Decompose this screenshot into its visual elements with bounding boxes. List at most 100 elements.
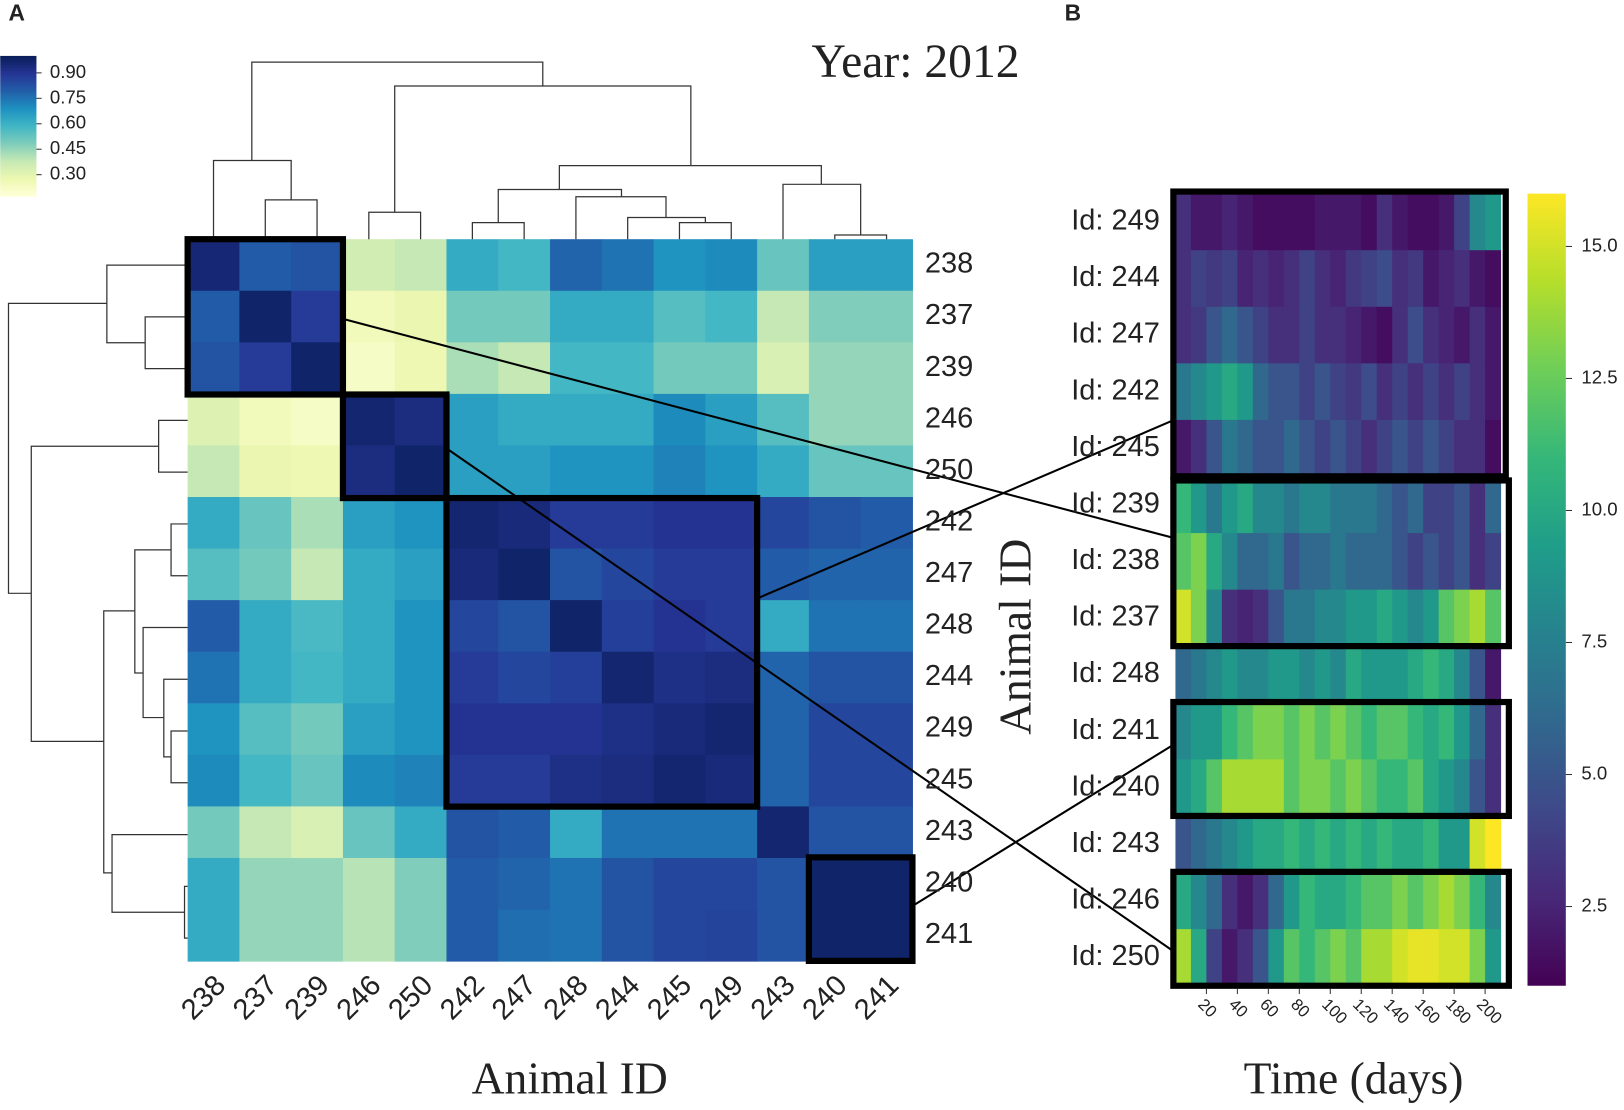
heatmap-cell [1438, 250, 1455, 308]
y-tick-label: 238 [925, 248, 973, 280]
heatmap-cell [1299, 929, 1316, 987]
heatmap-cell [1423, 533, 1440, 591]
heatmap-cell [1345, 872, 1362, 930]
heatmap-cell [446, 857, 499, 911]
heatmap-cell [1237, 815, 1254, 874]
heatmap-cell [291, 445, 344, 498]
heatmap-cell [808, 754, 862, 807]
heatmap-cell [653, 497, 706, 550]
heatmap-cell [1175, 815, 1192, 874]
heatmap-cell [187, 806, 240, 859]
heatmap-cell [1345, 193, 1362, 251]
y-axis-label: Animal ID [990, 539, 1041, 735]
heatmap-cell [1283, 193, 1300, 251]
x-tick-label: 200 [1473, 995, 1506, 1028]
heatmap-cell [342, 548, 396, 601]
heatmap-cell [1299, 702, 1316, 760]
heatmap-cell [1237, 872, 1254, 930]
colorbar-tick-label: 12.5 [1581, 366, 1617, 387]
heatmap-cell [860, 548, 913, 601]
heatmap-cell [757, 342, 810, 395]
heatmap-cell [187, 342, 240, 395]
heatmap-cell [1221, 306, 1238, 364]
heatmap-cell [1345, 759, 1362, 817]
heatmap-cell [187, 909, 240, 962]
heatmap-cell [239, 909, 292, 962]
heatmap-cell [1469, 589, 1486, 647]
heatmap-cell [705, 806, 758, 859]
heatmap-cell [498, 290, 551, 343]
heatmap-cell [394, 857, 448, 911]
heatmap-cell [757, 754, 810, 807]
heatmap-cell [291, 393, 344, 446]
colorbar-tick-label: 7.5 [1581, 630, 1607, 651]
y-tick-label: 242 [925, 505, 973, 537]
heatmap-cell [239, 600, 292, 653]
heatmap-cell [187, 445, 240, 498]
heatmap-cell [1345, 929, 1362, 987]
heatmap-cell [1454, 306, 1471, 364]
heatmap-cell [1314, 250, 1331, 308]
heatmap-cell [1469, 419, 1486, 478]
heatmap-cell [342, 806, 396, 859]
heatmap-cell [860, 806, 913, 859]
heatmap-cell [1361, 250, 1378, 308]
heatmap-cell [1485, 250, 1502, 308]
heatmap-cell [342, 754, 396, 807]
heatmap-cell [1190, 646, 1207, 704]
heatmap-cell [1345, 419, 1362, 478]
heatmap-cell [1221, 193, 1238, 251]
heatmap-cell [1345, 589, 1362, 647]
heatmap-cell [1252, 702, 1269, 760]
heatmap-cell [1237, 929, 1254, 987]
y-tick-label: Id: 244 [1071, 261, 1160, 293]
heatmap-cell [653, 754, 706, 807]
heatmap-cell [757, 548, 810, 601]
heatmap-cell [1268, 193, 1285, 251]
heatmap-cell [1237, 363, 1254, 421]
heatmap-cell [757, 703, 810, 756]
heatmap-cell [1407, 702, 1424, 760]
heatmap-cell [1376, 193, 1393, 251]
heatmap-cell [1345, 646, 1362, 704]
heatmap-cell [1252, 872, 1269, 930]
heatmap-cell [1175, 589, 1192, 647]
x-axis-label: Animal ID [472, 1053, 668, 1104]
heatmap-cell [1407, 815, 1424, 874]
heatmap-cell [705, 290, 758, 343]
heatmap-cell [1407, 759, 1424, 817]
heatmap-cell [1283, 250, 1300, 308]
heatmap-cell [1190, 815, 1207, 874]
heatmap-cell [1314, 363, 1331, 421]
heatmap-cell [1407, 193, 1424, 251]
x-tick-label: 180 [1442, 995, 1475, 1028]
y-tick-label: Id: 243 [1071, 827, 1160, 859]
heatmap-cell [446, 239, 499, 292]
heatmap-cell [394, 703, 448, 756]
heatmap-cell [757, 600, 810, 653]
heatmap-cell [187, 754, 240, 807]
heatmap-cell [1252, 815, 1269, 874]
heatmap-cell [498, 239, 551, 292]
heatmap-cell [1330, 929, 1347, 987]
heatmap-cell [446, 651, 499, 704]
dendrogram [7, 61, 888, 939]
heatmap-cell [342, 497, 396, 550]
heatmap-cell [187, 600, 240, 653]
heatmap-cell [1206, 306, 1223, 364]
y-tick-label: Id: 249 [1071, 205, 1160, 237]
heatmap-cell [1299, 250, 1316, 308]
heatmap-cell [1392, 815, 1409, 874]
heatmap-cell [1454, 646, 1471, 704]
heatmap-cell [1206, 193, 1223, 251]
panel-letter: B [1065, 0, 1081, 26]
heatmap-cell [550, 342, 603, 395]
heatmap-cell [498, 600, 551, 653]
heatmap-cell [1361, 815, 1378, 874]
heatmap-cell [1175, 476, 1192, 534]
heatmap-cell [757, 393, 810, 446]
heatmap-cell [1314, 759, 1331, 817]
heatmap-cell [550, 393, 603, 446]
heatmap-cell [1454, 533, 1471, 591]
heatmap-cell [550, 754, 603, 807]
